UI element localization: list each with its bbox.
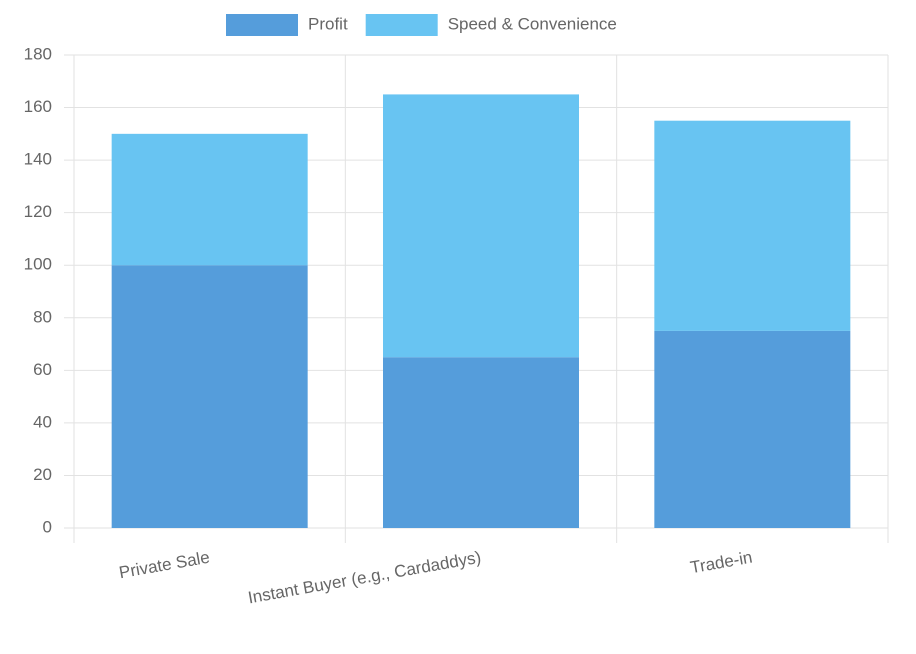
y-tick-label: 180 bbox=[24, 44, 52, 63]
legend-swatch bbox=[226, 14, 298, 36]
bar-segment bbox=[383, 94, 579, 358]
y-tick-label: 60 bbox=[33, 360, 52, 379]
y-tick-label: 40 bbox=[33, 412, 52, 431]
y-tick-label: 20 bbox=[33, 465, 52, 484]
bar-segment bbox=[383, 357, 579, 528]
legend-label: Profit bbox=[308, 14, 348, 33]
bar-segment bbox=[111, 265, 308, 528]
x-tick-label: Trade-in bbox=[689, 548, 754, 578]
x-tick-label: Instant Buyer (e.g., Cardaddys) bbox=[247, 548, 483, 608]
bar-segment bbox=[654, 330, 851, 528]
y-tick-label: 160 bbox=[24, 97, 52, 116]
y-tick-label: 100 bbox=[24, 255, 52, 274]
y-tick-label: 140 bbox=[24, 150, 52, 169]
y-tick-label: 80 bbox=[33, 307, 52, 326]
bar-segment bbox=[654, 120, 851, 331]
legend-swatch bbox=[365, 14, 438, 36]
x-tick-label: Private Sale bbox=[118, 548, 212, 583]
y-tick-label: 0 bbox=[43, 517, 52, 536]
bar-segment bbox=[111, 133, 308, 266]
y-tick-label: 120 bbox=[24, 202, 52, 221]
legend-label: Speed & Convenience bbox=[448, 14, 617, 33]
